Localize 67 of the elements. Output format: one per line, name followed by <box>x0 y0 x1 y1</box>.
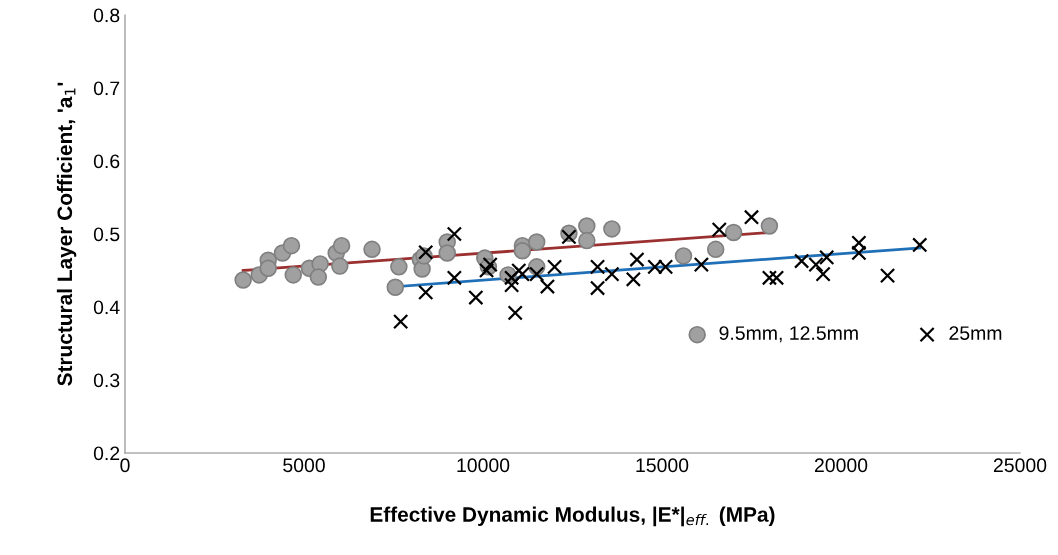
point <box>706 240 725 259</box>
point <box>603 220 621 238</box>
point <box>390 258 408 276</box>
y-axis-title: Structural Layer Cofficient, 'a$_{1}$' <box>56 82 77 386</box>
point <box>503 270 520 286</box>
point <box>578 217 596 235</box>
point <box>309 268 328 286</box>
point <box>511 262 527 279</box>
point <box>539 278 556 295</box>
point <box>818 249 835 266</box>
point <box>363 240 381 259</box>
y-tick-label: 0.8 <box>93 8 120 23</box>
point <box>259 259 277 278</box>
point <box>507 305 523 321</box>
x-tick-label: 15000 <box>636 458 689 473</box>
y-tick-label: 0.6 <box>93 154 120 169</box>
point <box>578 231 596 250</box>
y-tick-label: 0.3 <box>93 373 120 388</box>
x-tick-label: 0 <box>120 458 130 473</box>
point <box>761 270 778 286</box>
point <box>851 235 867 251</box>
point <box>418 284 434 301</box>
point <box>234 271 252 289</box>
y-tick-label: 0.4 <box>93 300 120 315</box>
point <box>513 242 532 260</box>
y-tick-label: 0.5 <box>93 227 120 242</box>
point <box>438 244 456 262</box>
x-tick-label: 10000 <box>457 458 510 473</box>
point <box>446 226 463 242</box>
x-axis-title: Effective Dynamic Modulus, |E*|$_{eff.}$ (MPa) <box>370 506 775 527</box>
x-tick-label: 5000 <box>283 458 325 473</box>
point <box>392 313 409 330</box>
point <box>768 270 785 286</box>
point <box>604 266 620 282</box>
point <box>760 217 779 235</box>
point <box>674 247 693 265</box>
point <box>284 266 303 284</box>
point <box>561 229 577 245</box>
point <box>589 280 606 296</box>
point <box>589 259 606 275</box>
point <box>879 267 896 284</box>
point <box>468 289 484 306</box>
point <box>503 277 520 293</box>
legend-label: 9.5mm, 12.5mm <box>719 326 858 343</box>
point <box>386 278 405 297</box>
point <box>546 259 563 275</box>
point <box>527 233 546 251</box>
point <box>912 237 928 253</box>
point <box>815 266 831 282</box>
point <box>478 262 495 279</box>
legend-label: 25mm <box>949 326 1002 340</box>
point <box>724 223 743 242</box>
point <box>629 251 645 268</box>
y-tick-label: 0.7 <box>93 81 120 96</box>
x-tick-label: 25000 <box>993 458 1047 473</box>
point <box>711 221 727 238</box>
point <box>418 244 434 260</box>
y-tick-label: 0.2 <box>93 446 120 461</box>
x-tick-label: 20000 <box>814 458 868 473</box>
point <box>331 257 349 275</box>
point <box>282 236 301 255</box>
point <box>693 256 710 273</box>
point <box>625 271 642 287</box>
point <box>446 270 463 286</box>
point <box>851 245 867 261</box>
point <box>743 209 760 225</box>
point <box>332 236 351 255</box>
